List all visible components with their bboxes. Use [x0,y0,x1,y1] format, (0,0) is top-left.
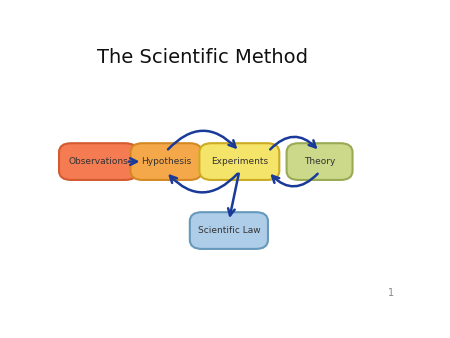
Text: The Scientific Method: The Scientific Method [97,48,308,67]
Text: Theory: Theory [304,157,335,166]
FancyBboxPatch shape [59,143,137,180]
FancyBboxPatch shape [190,212,268,249]
Text: Hypothesis: Hypothesis [141,157,191,166]
FancyBboxPatch shape [199,143,279,180]
FancyBboxPatch shape [130,143,202,180]
FancyBboxPatch shape [287,143,352,180]
Text: 1: 1 [388,288,395,298]
Text: Observations: Observations [68,157,128,166]
Text: Experiments: Experiments [211,157,268,166]
Text: Scientific Law: Scientific Law [198,226,260,235]
